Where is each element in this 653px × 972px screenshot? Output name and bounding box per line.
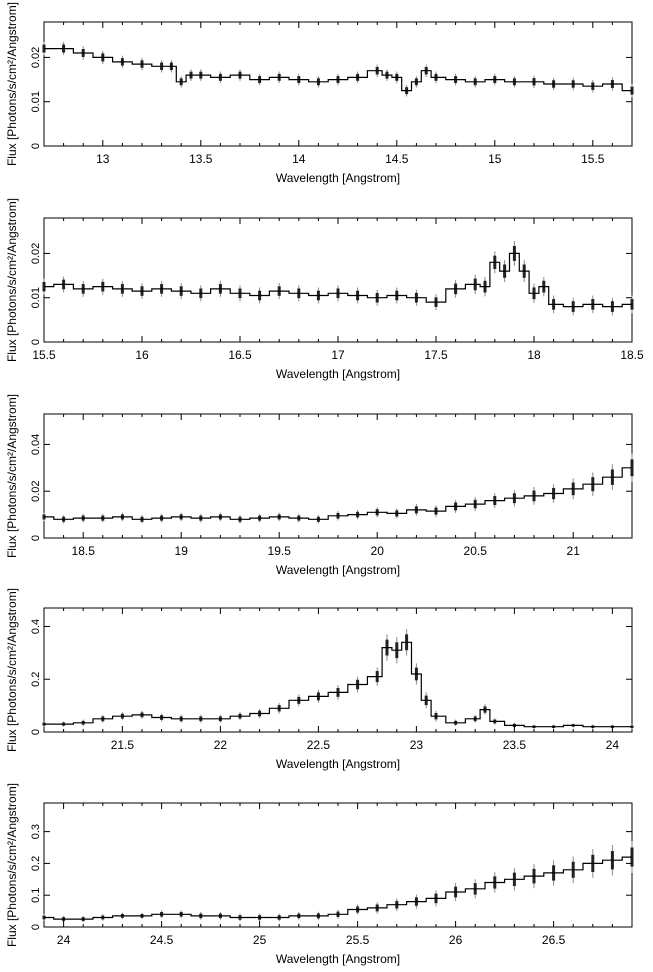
y-tick-label: 0 — [30, 729, 42, 735]
flux-series — [44, 467, 632, 520]
x-tick-label: 14.5 — [385, 152, 409, 166]
x-tick-label: 15.5 — [32, 348, 56, 362]
x-tick-label: 18.5 — [72, 544, 96, 558]
x-tick-label: 19 — [175, 544, 189, 558]
y-tick-label: 0.02 — [30, 47, 42, 68]
x-tick-label: 13 — [96, 152, 110, 166]
y-tick-label: 0 — [30, 924, 42, 930]
x-tick-label: 18.5 — [620, 348, 644, 362]
spectrum-panel-1: 13 13.5 14 14.5 15 15.5 0 0.01 0.02 Wavelength [A… — [5, 2, 634, 185]
y-tick-label: 0.02 — [30, 243, 42, 264]
y-tick-label: 0.04 — [30, 434, 42, 455]
spectrum-panel-4: 21.5 22 22.5 23 23.5 24 0 0.2 0.4 Wavelength [Ang… — [5, 588, 634, 771]
spectrum-panel-5: 24 24.5 25 25.5 26 26.5 0 0.1 0.2 0.3 Wavelength [… — [5, 783, 634, 966]
x-axis-label: Wavelength [Angstrom] — [276, 952, 400, 966]
x-tick-label: 21.5 — [111, 738, 135, 752]
x-tick-label: 17.5 — [424, 348, 448, 362]
y-tick-label: 0 — [30, 339, 42, 345]
x-tick-label: 15.5 — [581, 152, 605, 166]
x-tick-label: 19.5 — [268, 544, 292, 558]
error-bars — [42, 453, 634, 524]
y-tick-label: 0.4 — [30, 619, 42, 634]
y-axis-label: Flux [Photons/s/cm²/Angstrom] — [5, 2, 19, 166]
plot-frame — [43, 802, 633, 928]
x-tick-label: 26 — [449, 933, 463, 947]
y-tick-label: 0 — [30, 143, 42, 149]
x-axis-label: Wavelength [Angstrom] — [276, 367, 400, 381]
flux-series — [44, 641, 632, 728]
y-tick-label: 0.02 — [30, 480, 42, 501]
x-tick-label: 23 — [410, 738, 424, 752]
x-tick-label: 17 — [331, 348, 345, 362]
x-tick-label: 25.5 — [346, 933, 370, 947]
y-tick-label: 0.01 — [30, 287, 42, 308]
error-bars — [42, 629, 634, 729]
x-tick-label: 13.5 — [189, 152, 213, 166]
x-tick-label: 23.5 — [503, 738, 527, 752]
y-tick-label: 0.1 — [30, 888, 42, 903]
y-tick-label: 0.3 — [30, 824, 42, 839]
error-bars — [42, 41, 634, 98]
x-tick-label: 24 — [57, 933, 71, 947]
x-tick-label: 16 — [135, 348, 149, 362]
x-tick-label: 22 — [214, 738, 228, 752]
spectrum-panel-3: 18.5 19 19.5 20 20.5 21 0 0.02 0.04 Wavelength [A… — [5, 394, 634, 577]
x-axis-label: Wavelength [Angstrom] — [276, 171, 400, 185]
y-axis-label: Flux [Photons/s/cm²/Angstrom] — [5, 394, 19, 558]
spectrum-panel-2: 15.5 16 16.5 17 17.5 18 18.5 0 0.01 0.02 Wavelengt… — [5, 198, 644, 381]
y-tick-label: 0.01 — [30, 91, 42, 112]
plot-frame — [43, 607, 633, 733]
y-axis-label: Flux [Photons/s/cm²/Angstrom] — [5, 588, 19, 752]
y-tick-label: 0.2 — [30, 672, 42, 687]
y-axis-label: Flux [Photons/s/cm²/Angstrom] — [5, 198, 19, 362]
x-tick-label: 14 — [292, 152, 306, 166]
x-tick-label: 22.5 — [307, 738, 331, 752]
x-axis-label: Wavelength [Angstrom] — [276, 563, 400, 577]
x-tick-label: 18 — [527, 348, 541, 362]
x-tick-label: 21 — [567, 544, 581, 558]
y-tick-label: 0.2 — [30, 856, 42, 871]
x-tick-label: 15 — [488, 152, 502, 166]
x-tick-label: 20 — [371, 544, 385, 558]
x-tick-label: 25 — [253, 933, 267, 947]
x-tick-label: 24.5 — [150, 933, 174, 947]
error-bars — [42, 841, 634, 923]
x-tick-label: 20.5 — [464, 544, 488, 558]
x-tick-label: 16.5 — [228, 348, 252, 362]
x-axis-label: Wavelength [Angstrom] — [276, 757, 400, 771]
x-tick-label: 26.5 — [542, 933, 566, 947]
flux-series — [44, 252, 632, 308]
flux-series — [44, 48, 632, 92]
error-bars — [42, 241, 634, 316]
flux-series — [44, 856, 632, 920]
x-tick-label: 24 — [606, 738, 620, 752]
y-axis-label: Flux [Photons/s/cm²/Angstrom] — [5, 783, 19, 947]
y-tick-label: 0 — [30, 535, 42, 541]
